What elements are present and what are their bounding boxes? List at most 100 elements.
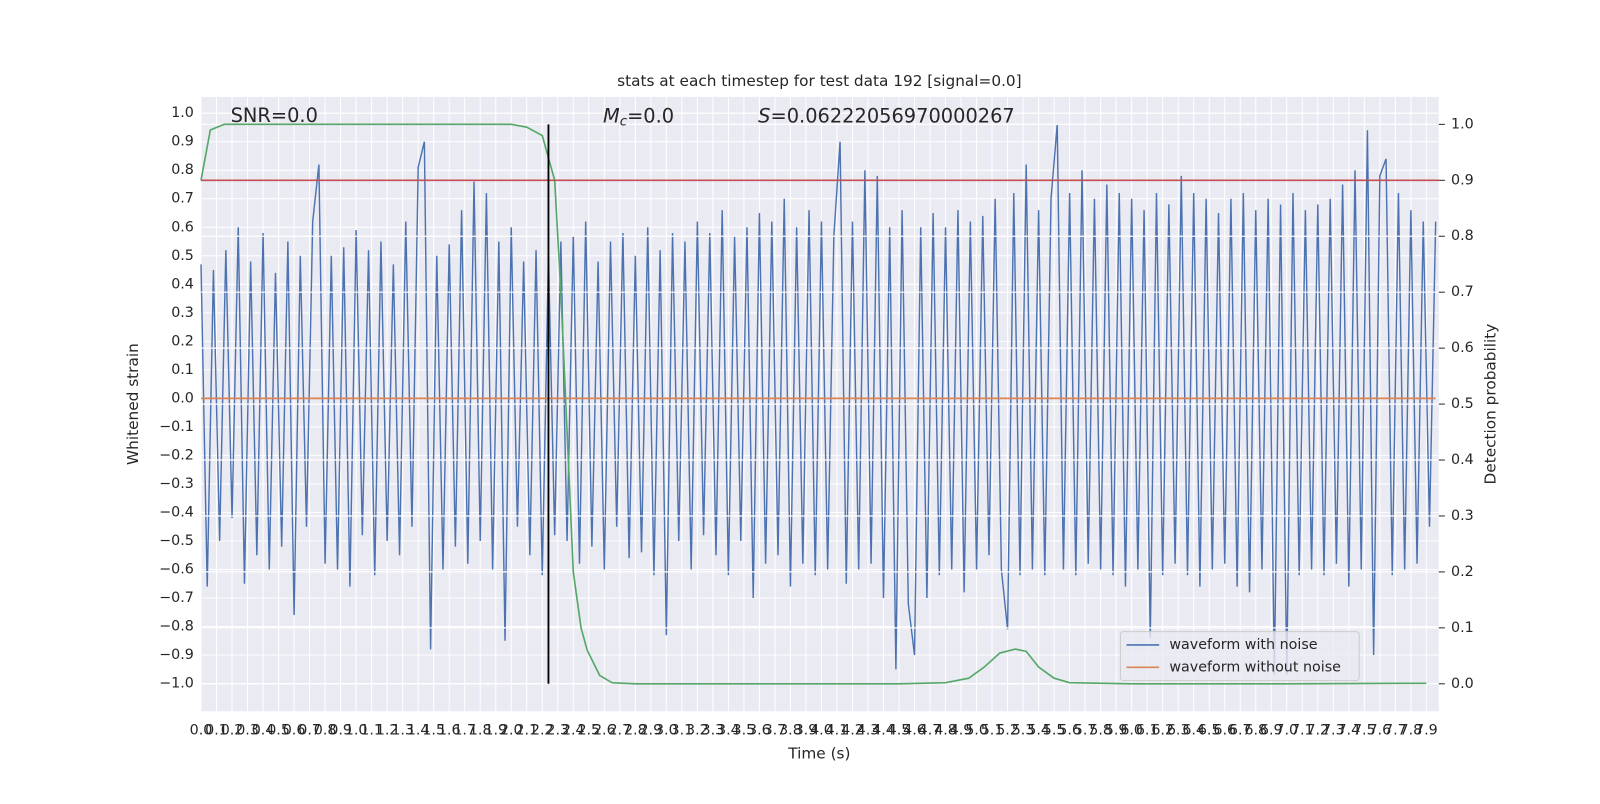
x-tick-label: 0.3 <box>236 723 259 739</box>
x-tick-label: 2.5 <box>577 723 600 739</box>
x-tick-label: 0.4 <box>252 723 275 739</box>
y2-tick-label: 0.0 <box>1451 676 1474 692</box>
y-tick-label: −0.1 <box>159 419 194 435</box>
y-axis-label: Whitened strain <box>124 343 142 465</box>
x-tick-label: 4.7 <box>919 723 942 739</box>
y2-tick-label: 0.3 <box>1451 508 1474 524</box>
x-tick-label: 3.6 <box>748 723 771 739</box>
x-tick-label: 1.2 <box>376 723 399 739</box>
y-tick-label: −1.0 <box>159 676 194 692</box>
x-tick-label: 3.5 <box>733 723 756 739</box>
x-tick-label: 0.1 <box>205 723 228 739</box>
legend-box <box>1119 631 1360 682</box>
x-tick-label: 0.2 <box>221 723 244 739</box>
x-tick-label: 6.7 <box>1229 723 1252 739</box>
x-tick-label: 2.4 <box>562 723 585 739</box>
legend-label: waveform with noise <box>1169 637 1317 653</box>
x-tick-label: 3.0 <box>655 723 678 739</box>
y-tick-label: 0.5 <box>171 248 194 264</box>
y-tick-label: 0.9 <box>171 134 194 150</box>
y-tick-label: −0.4 <box>159 504 194 520</box>
annotation: Mc=0.0 <box>603 104 674 130</box>
x-tick-label: 1.0 <box>345 723 368 739</box>
y-tick-label: −0.8 <box>159 619 194 635</box>
y-tick-label: 1.0 <box>171 105 194 121</box>
x-tick-label: 1.1 <box>360 723 383 739</box>
annotation-text: =0.06222056970000267 <box>770 104 1014 127</box>
x-tick-label: 5.3 <box>1012 723 1035 739</box>
x-tick-label: 5.4 <box>1027 723 1050 739</box>
x-tick-label: 1.5 <box>422 723 445 739</box>
x-tick-label: 5.6 <box>1058 723 1081 739</box>
x-tick-label: 1.8 <box>469 723 492 739</box>
y2-tick-label: 0.9 <box>1451 172 1474 188</box>
x-tick-label: 2.8 <box>624 723 647 739</box>
x-tick-label: 6.4 <box>1182 723 1205 739</box>
x-tick-label: 7.3 <box>1322 723 1345 739</box>
series-line <box>200 123 1427 685</box>
x-tick-label: 4.2 <box>841 723 864 739</box>
x-tick-label: 3.8 <box>779 723 802 739</box>
y-tick-label: −0.3 <box>159 476 194 492</box>
x-tick-label: 7.0 <box>1275 723 1298 739</box>
x-tick-label: 1.6 <box>438 723 461 739</box>
y2-tick-label: 0.2 <box>1451 564 1474 580</box>
x-tick-label: 4.1 <box>826 723 849 739</box>
y-tick-label: −0.6 <box>159 561 194 577</box>
x-tick-label: 0.5 <box>267 723 290 739</box>
x-tick-label: 5.7 <box>1074 723 1097 739</box>
x-tick-label: 7.5 <box>1353 723 1376 739</box>
x-tick-label: 0.7 <box>298 723 321 739</box>
x-tick-label: 4.6 <box>903 723 926 739</box>
annotation-subscript: c <box>620 114 628 129</box>
y2-tick-label: 0.4 <box>1451 452 1474 468</box>
y-tick-label: 0.8 <box>171 162 194 178</box>
y2-axis-label: Detection probability <box>1481 324 1499 485</box>
y2-tick-label: 0.6 <box>1451 340 1474 356</box>
x-tick-label: 6.1 <box>1136 723 1159 739</box>
chart-title: stats at each timestep for test data 192… <box>617 72 1022 90</box>
y2-tick-label: 0.1 <box>1451 620 1474 636</box>
y-tick-label: 0.0 <box>171 390 194 406</box>
x-tick-label: 2.0 <box>500 723 523 739</box>
x-tick-label: 4.9 <box>950 723 973 739</box>
annotation: S=0.06222056970000267 <box>758 104 1015 127</box>
x-tick-label: 2.2 <box>531 723 554 739</box>
x-tick-label: 6.9 <box>1260 723 1283 739</box>
x-tick-label: 7.2 <box>1306 723 1329 739</box>
x-tick-label: 3.9 <box>795 723 818 739</box>
annotation-text: =0.0 <box>627 104 674 127</box>
x-tick-label: 3.2 <box>686 723 709 739</box>
x-tick-label: 6.5 <box>1198 723 1221 739</box>
x-tick-label: 3.1 <box>671 723 694 739</box>
x-tick-label: 5.2 <box>996 723 1019 739</box>
x-tick-label: 6.2 <box>1151 723 1174 739</box>
x-tick-label: 3.7 <box>764 723 787 739</box>
x-tick-label: 1.7 <box>453 723 476 739</box>
x-tick-label: 6.8 <box>1244 723 1267 739</box>
x-tick-label: 2.9 <box>639 723 662 739</box>
y2-tick-label: 1.0 <box>1451 116 1474 132</box>
x-tick-label: 7.1 <box>1291 723 1314 739</box>
y-tick-label: 0.6 <box>171 219 194 235</box>
x-tick-label: 7.9 <box>1415 723 1438 739</box>
y2-tick-label: 0.7 <box>1451 284 1474 300</box>
x-tick-label: 7.7 <box>1384 723 1407 739</box>
x-tick-label: 7.6 <box>1368 723 1391 739</box>
annotation: SNR=0.0 <box>231 104 318 127</box>
x-tick-label: 4.5 <box>888 723 911 739</box>
x-tick-label: 5.8 <box>1089 723 1112 739</box>
x-tick-label: 6.6 <box>1213 723 1236 739</box>
x-tick-label: 0.9 <box>329 723 352 739</box>
x-tick-label: 5.5 <box>1043 723 1066 739</box>
x-tick-label: 0.0 <box>190 723 213 739</box>
y-tick-label: −0.2 <box>159 447 194 463</box>
x-tick-label: 3.3 <box>702 723 725 739</box>
y-tick-label: −0.9 <box>159 647 194 663</box>
x-tick-label: 0.6 <box>283 723 306 739</box>
x-tick-label: 0.8 <box>314 723 337 739</box>
y-tick-label: 0.4 <box>171 276 194 292</box>
x-tick-label: 1.4 <box>407 723 430 739</box>
x-tick-label: 4.8 <box>934 723 957 739</box>
